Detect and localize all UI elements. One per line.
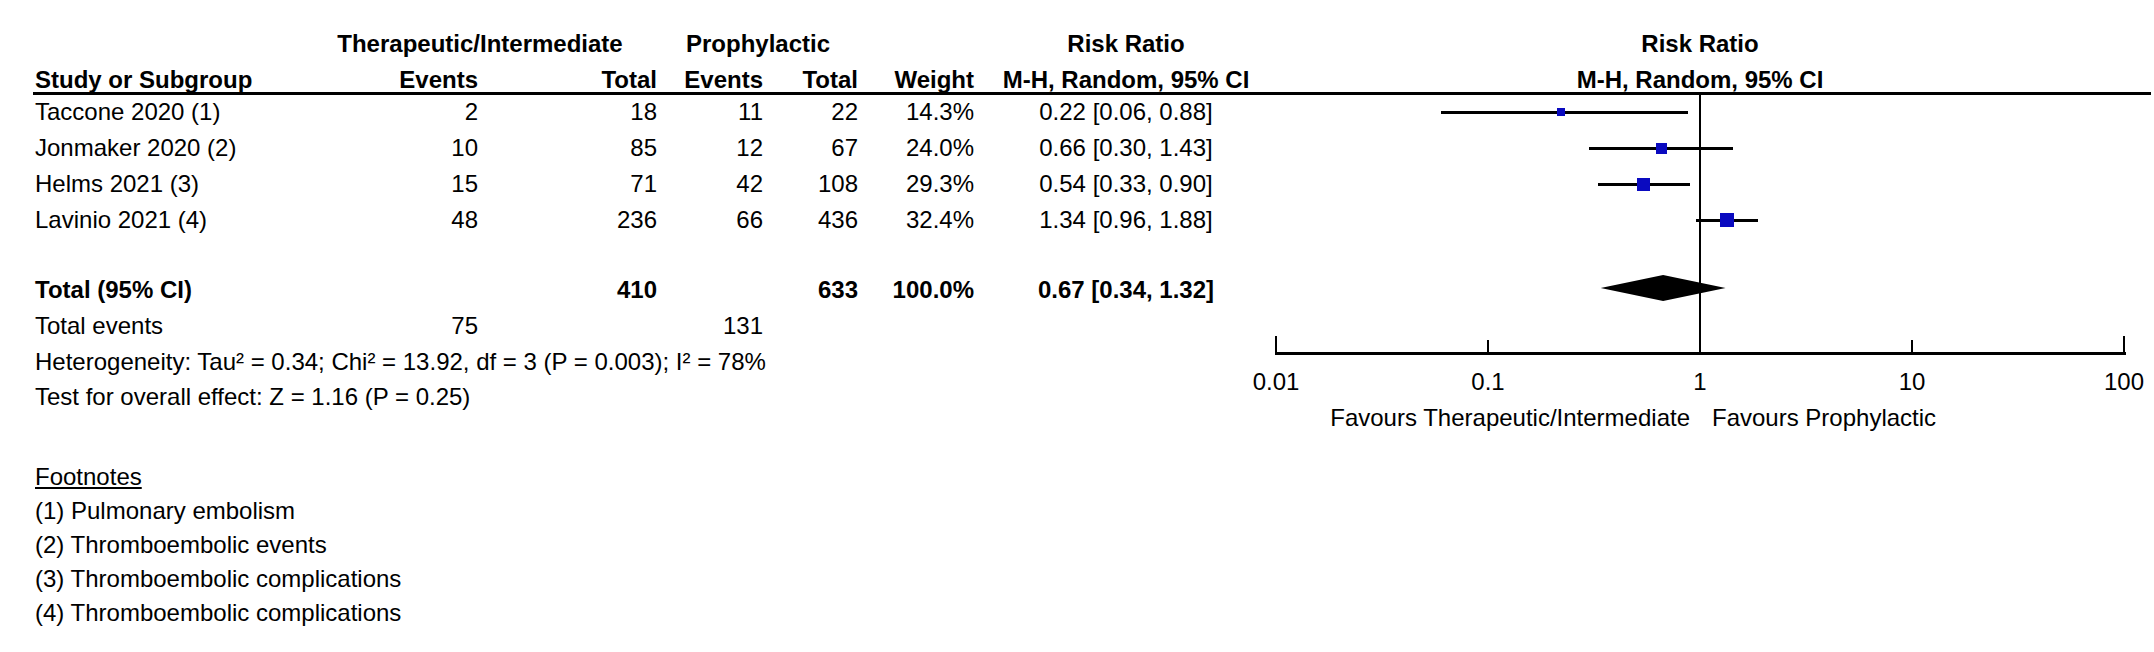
ci-value: 1.34 [0.96, 1.88]	[976, 202, 1276, 238]
favours-left-label: Favours Therapeutic/Intermediate	[1140, 404, 1690, 432]
risk-ratio-header-right: Risk Ratio	[1500, 26, 1900, 62]
study-label: Jonmaker 2020 (2)	[35, 130, 236, 166]
table-row: Jonmaker 2020 (2) 10 85 12 67 24.0% 0.66…	[0, 130, 2154, 166]
table-row: Lavinio 2021 (4) 48 236 66 436 32.4% 1.3…	[0, 202, 2154, 238]
total-events2: 131	[563, 308, 763, 344]
forest-plot-figure: Therapeutic/Intermediate Prophylactic Ri…	[0, 0, 2154, 652]
ci-line	[1441, 111, 1688, 114]
events1-value: 2	[278, 94, 478, 130]
total-row: Total (95% CI) 410 633 100.0% 0.67 [0.34…	[0, 272, 2154, 308]
axis-tick	[1487, 340, 1489, 353]
effect-marker	[1637, 178, 1650, 191]
group1-header: Therapeutic/Intermediate	[330, 26, 630, 62]
axis-tick	[1699, 340, 1701, 353]
axis-tick-label: 100	[2079, 368, 2154, 396]
ci-value: 0.22 [0.06, 0.88]	[976, 94, 1276, 130]
table-header-groups: Therapeutic/Intermediate Prophylactic Ri…	[0, 26, 2154, 62]
footnote-item: (3) Thromboembolic complications	[35, 562, 401, 596]
total1-sum: 410	[457, 272, 657, 308]
axis-tick-label: 0.1	[1443, 368, 1533, 396]
null-effect-line	[1699, 95, 1701, 354]
weight-sum: 100.0%	[774, 272, 974, 308]
axis-tick-label: 0.01	[1231, 368, 1321, 396]
ci-value: 0.54 [0.33, 0.90]	[976, 166, 1276, 202]
footnotes-heading: Footnotes	[35, 460, 142, 494]
axis-tick-label: 1	[1655, 368, 1745, 396]
weight-value: 29.3%	[774, 166, 974, 202]
effect-marker	[1656, 143, 1667, 154]
events1-value: 48	[278, 202, 478, 238]
axis-tick	[1275, 336, 1277, 353]
footnote-item: (4) Thromboembolic complications	[35, 596, 401, 630]
study-label: Taccone 2020 (1)	[35, 94, 220, 130]
axis-tick	[2123, 336, 2125, 353]
study-label: Lavinio 2021 (4)	[35, 202, 207, 238]
footnote-item: (1) Pulmonary embolism	[35, 494, 295, 528]
total-events-row: Total events 75 131	[0, 308, 2154, 344]
total-events1: 75	[278, 308, 478, 344]
risk-ratio-header-left: Risk Ratio	[976, 26, 1276, 62]
weight-value: 14.3%	[774, 94, 974, 130]
effect-marker	[1720, 213, 1734, 227]
table-row: Helms 2021 (3) 15 71 42 108 29.3% 0.54 […	[0, 166, 2154, 202]
weight-value: 32.4%	[774, 202, 974, 238]
weight-value: 24.0%	[774, 130, 974, 166]
events1-value: 15	[278, 166, 478, 202]
study-label: Helms 2021 (3)	[35, 166, 199, 202]
table-row: Taccone 2020 (1) 2 18 11 22 14.3% 0.22 […	[0, 94, 2154, 130]
total-label: Total (95% CI)	[35, 272, 192, 308]
effect-marker	[1557, 108, 1565, 116]
heterogeneity-stats: Heterogeneity: Tau² = 0.34; Chi² = 13.92…	[35, 344, 766, 380]
footnote-item: (2) Thromboembolic events	[35, 528, 327, 562]
axis-tick	[1911, 340, 1913, 353]
group2-header: Prophylactic	[608, 26, 908, 62]
favours-right-label: Favours Prophylactic	[1712, 404, 1936, 432]
ci-value: 0.66 [0.30, 1.43]	[976, 130, 1276, 166]
events1-value: 10	[278, 130, 478, 166]
axis-tick-label: 10	[1867, 368, 1957, 396]
overall-effect-test: Test for overall effect: Z = 1.16 (P = 0…	[35, 379, 470, 415]
total-events-label: Total events	[35, 308, 163, 344]
pooled-ci: 0.67 [0.34, 1.32]	[976, 272, 1276, 308]
